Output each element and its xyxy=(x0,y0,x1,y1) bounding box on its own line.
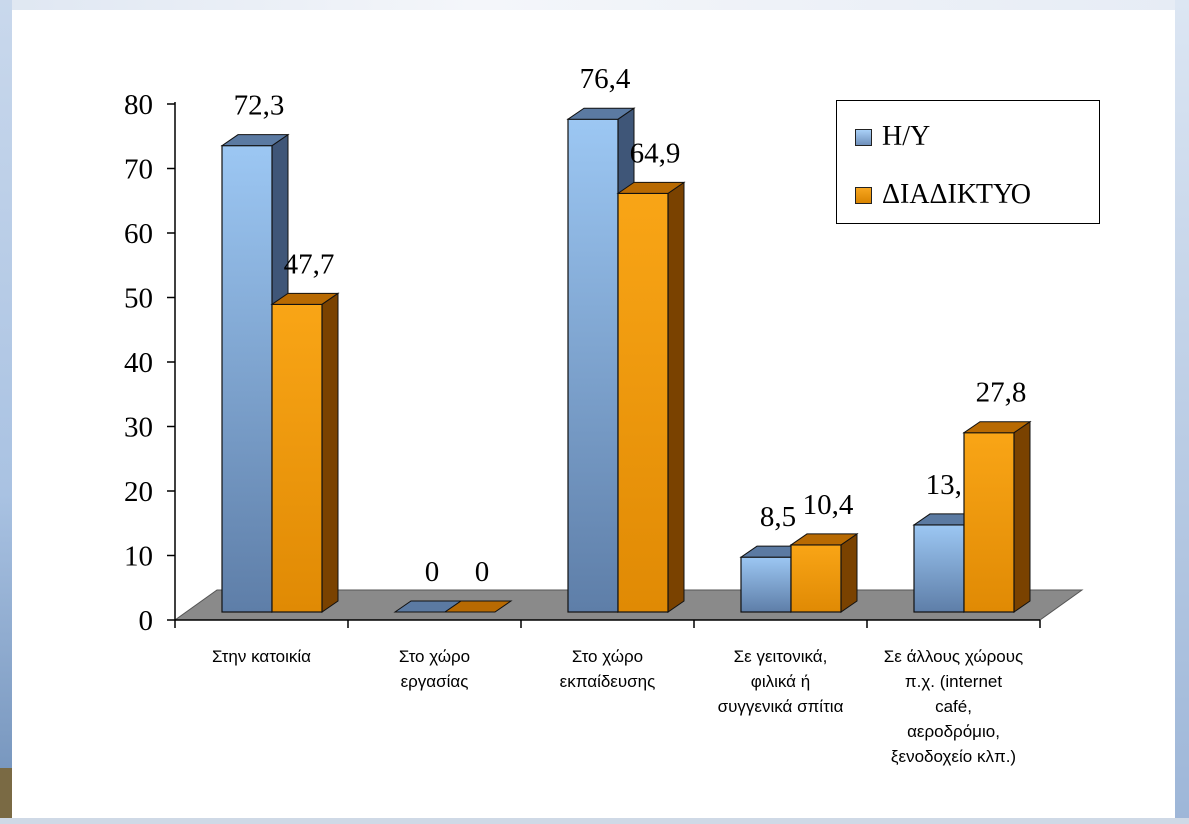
bar-side-1-3 xyxy=(840,532,858,613)
bar-pc-3 xyxy=(740,556,792,613)
bar-top-1-4 xyxy=(962,421,1032,434)
bar-pc-4 xyxy=(913,524,965,613)
x-category-label: Σε γειτονικά, φιλικά ή συγγενικά σπίτια xyxy=(717,647,844,716)
y-tick-label: 10 xyxy=(124,541,153,573)
data-label-pc-2: 76,4 xyxy=(580,63,631,95)
y-tick-label: 0 xyxy=(139,605,154,637)
chart-legend: Η/Υ ΔΙΑΔΙΚΤΥΟ xyxy=(836,100,1100,224)
y-tick-label: 20 xyxy=(124,476,153,508)
bar-side-1-2 xyxy=(667,181,685,613)
bar-top-0-0 xyxy=(220,134,290,147)
slide-corner-decoration xyxy=(0,768,12,824)
y-tick-label: 80 xyxy=(124,89,153,121)
y-tick-label: 70 xyxy=(124,154,153,186)
bar-top-1-0 xyxy=(270,292,340,305)
slide-bottom-border xyxy=(0,818,1189,824)
bar-internet-0 xyxy=(271,303,323,613)
bar-pc-0 xyxy=(221,145,273,613)
bar-side-1-0 xyxy=(321,292,339,613)
slide-top-border xyxy=(0,0,1189,10)
y-tick-label: 30 xyxy=(124,412,153,444)
legend-label-internet: ΔΙΑΔΙΚΤΥΟ xyxy=(882,179,1031,210)
bar-top-1-3 xyxy=(789,533,859,546)
data-label-pc-0: 72,3 xyxy=(234,90,285,122)
x-category-label: Σε άλλους χώρους π.χ. (internet café, αε… xyxy=(883,647,1024,766)
data-label-internet-1: 0 xyxy=(475,556,490,588)
data-label-internet-2: 64,9 xyxy=(630,137,681,169)
bar-top-1-2 xyxy=(616,181,686,194)
data-label-internet-0: 47,7 xyxy=(284,248,335,280)
slide-right-border xyxy=(1175,0,1189,824)
data-label-internet-3: 10,4 xyxy=(803,489,854,521)
bar-internet-3 xyxy=(790,544,842,613)
x-category-label: Στην κατοικία xyxy=(211,647,312,666)
slide-left-border xyxy=(0,0,12,824)
data-label-internet-4: 27,8 xyxy=(976,377,1027,409)
data-label-pc-1: 0 xyxy=(425,556,440,588)
bar-top-0-2 xyxy=(566,107,636,120)
legend-label-pc: Η/Υ xyxy=(882,121,931,152)
bar-side-1-4 xyxy=(1013,420,1031,613)
y-tick-label: 50 xyxy=(124,283,153,315)
y-tick-label: 40 xyxy=(124,347,153,379)
data-label-pc-3: 8,5 xyxy=(760,501,796,533)
y-tick-label: 60 xyxy=(124,218,153,250)
bar-internet-2 xyxy=(617,192,669,613)
bar-internet-1 xyxy=(443,600,513,613)
legend-item-internet: ΔΙΑΔΙΚΤΥΟ xyxy=(849,175,1031,215)
bar-pc-2 xyxy=(567,118,619,613)
legend-swatch-internet xyxy=(855,186,872,204)
bar-internet-4 xyxy=(963,432,1015,613)
legend-item-pc: Η/Υ xyxy=(849,117,930,157)
x-category-label: Στο χώρο εκπαίδευσης xyxy=(559,647,656,691)
x-category-label: Στο χώρο εργασίας xyxy=(398,647,471,691)
legend-swatch-pc xyxy=(855,128,872,146)
